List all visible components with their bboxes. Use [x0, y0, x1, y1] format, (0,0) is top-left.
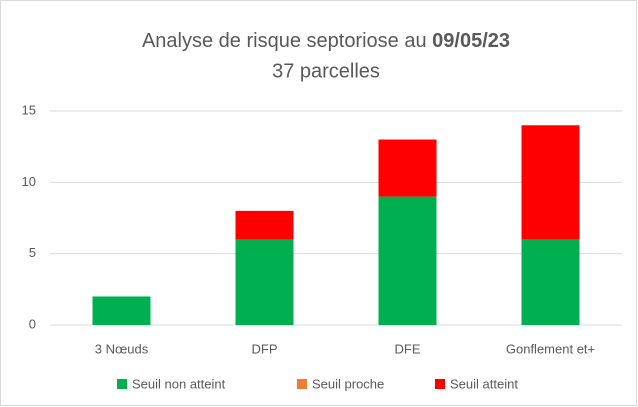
legend-label: Seuil proche: [312, 376, 384, 391]
bar-segment: [235, 210, 294, 240]
chart-title: Analyse de risque septoriose au 09/05/23: [142, 30, 510, 52]
y-tick-label: 15: [22, 102, 36, 117]
x-tick-label: DFE: [395, 341, 421, 356]
x-tick-label: 3 Nœuds: [95, 341, 149, 356]
legend-label: Seuil non atteint: [132, 376, 226, 391]
legend-label: Seuil atteint: [450, 376, 518, 391]
bar-segment: [235, 239, 294, 325]
y-tick-label: 0: [29, 316, 36, 331]
legend-swatch: [297, 379, 307, 389]
y-tick-label: 5: [29, 245, 36, 260]
legend-swatch: [117, 379, 127, 389]
bar-segment: [378, 139, 437, 197]
x-tick-label: Gonflement et+: [506, 341, 595, 356]
title-date: 09/05/23: [432, 30, 510, 52]
title-text: Analyse de risque septoriose au: [142, 30, 427, 52]
bar-segment: [521, 239, 580, 325]
bar-segment: [92, 296, 151, 325]
bar-segment: [378, 196, 437, 325]
y-tick-label: 10: [22, 174, 36, 189]
x-tick-label: DFP: [252, 341, 278, 356]
chart-subtitle: 37 parcelles: [272, 60, 380, 82]
bar-segment: [521, 125, 580, 240]
legend-swatch: [435, 379, 445, 389]
